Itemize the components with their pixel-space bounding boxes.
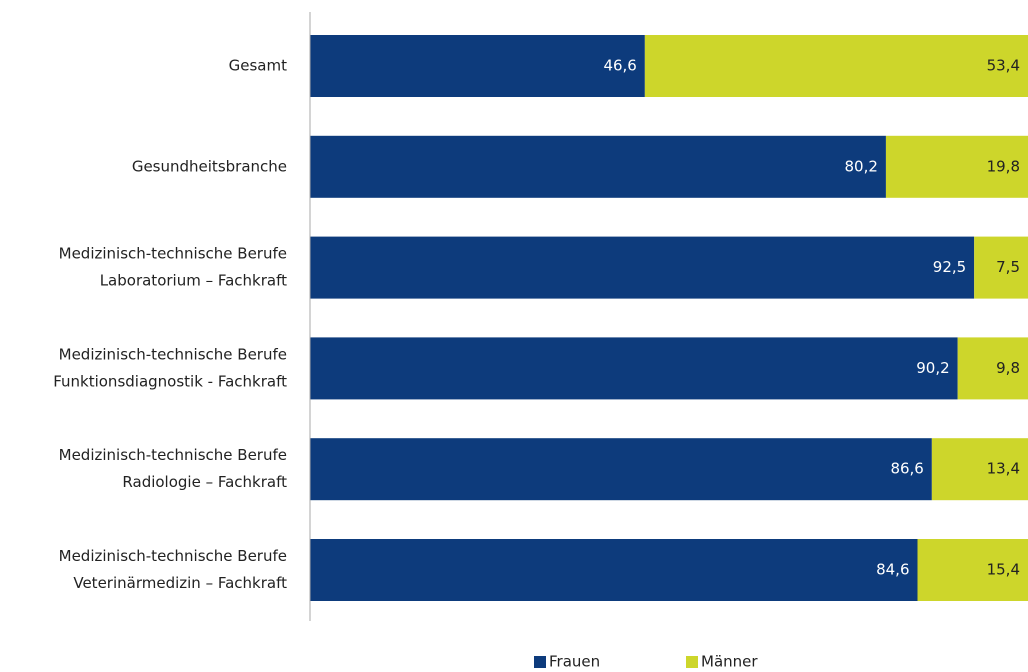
bar-segment [885, 135, 1028, 198]
bar-segment [310, 539, 918, 601]
category-label: Funktionsdiagnostik - Fachkraft [53, 372, 287, 390]
bar-segment [957, 337, 1028, 400]
bar-segment [917, 539, 1028, 601]
value-label: 53,4 [987, 57, 1020, 75]
value-label: 9,8 [996, 359, 1020, 377]
value-label: 15,4 [987, 561, 1020, 579]
legend-swatch [686, 656, 698, 668]
legend-label: Frauen [549, 653, 600, 671]
value-label: 92,5 [933, 258, 966, 276]
category-label: Veterinärmedizin – Fachkraft [73, 574, 287, 592]
bar-segment [310, 236, 975, 299]
legend-swatch [534, 656, 546, 668]
category-label: Medizinisch-technische Berufe [59, 245, 287, 263]
value-label: 90,2 [916, 359, 949, 377]
value-label: 86,6 [890, 460, 923, 478]
value-label: 19,8 [987, 157, 1020, 175]
bar-segment [931, 438, 1028, 501]
category-label: Laboratorium – Fachkraft [100, 272, 287, 290]
bar-segment [974, 236, 1028, 299]
value-label: 13,4 [987, 460, 1020, 478]
bar-segment [310, 35, 645, 97]
category-label: Medizinisch-technische Berufe [59, 547, 287, 565]
bar-segment [644, 35, 1028, 97]
legend-label: Männer [701, 653, 758, 671]
value-label: 46,6 [603, 57, 636, 75]
category-label: Medizinisch-technische Berufe [59, 446, 287, 464]
bar-segment [310, 337, 958, 400]
value-label: 7,5 [996, 258, 1020, 276]
category-label: Gesamt [229, 57, 287, 75]
value-label: 84,6 [876, 561, 909, 579]
bar-segment [310, 438, 932, 501]
category-label: Medizinisch-technische Berufe [59, 345, 287, 363]
bar-segment [310, 135, 886, 198]
value-label: 80,2 [845, 157, 878, 175]
category-label: Gesundheitsbranche [132, 157, 287, 175]
category-label: Radiologie – Fachkraft [122, 473, 287, 491]
